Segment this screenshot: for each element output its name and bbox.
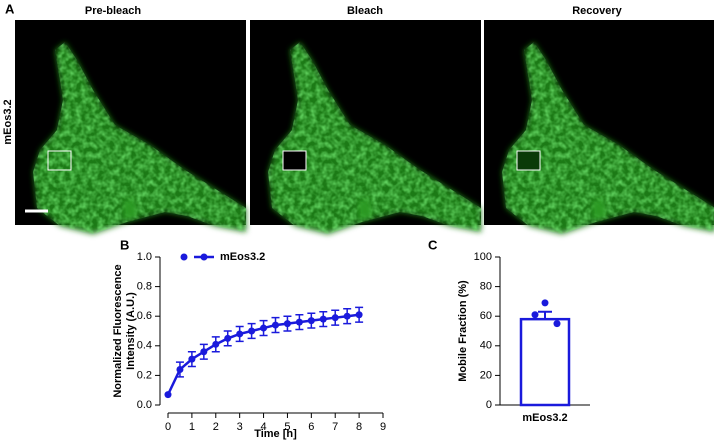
data-point [541,299,549,307]
error-bar [538,310,552,320]
data-point [176,365,184,373]
data-point [295,318,303,326]
data-point [260,324,268,332]
data-point [272,321,279,329]
x-tick-label: 6 [308,421,314,433]
data-point [212,340,220,348]
microscopy-image [484,20,714,234]
y-tick-label: 0.6 [137,310,152,322]
data-point [553,320,561,328]
image-title: Recovery [572,5,622,17]
y-tick-label: 0.0 [137,399,152,411]
x-axis-title: Time [h] [254,428,297,440]
y-tick-label: 0.8 [137,281,152,293]
data-point [531,311,539,319]
y-tick-label: 40 [480,340,492,352]
data-point [200,348,208,356]
legend-marker [180,253,188,261]
microscopy-image [250,20,481,234]
legend-label: mEos3.2 [220,251,265,263]
y-tick-label: 20 [480,369,492,381]
y-axis-title: Normalized Fluorescence [112,264,124,397]
x-tick-label: 0 [165,421,171,433]
x-tick-label: 9 [380,421,386,433]
y-axis-title: Intensity (A.U.) [125,292,137,370]
data-point [283,320,291,328]
y-tick-label: 1.0 [137,251,152,263]
microscopy-image [15,20,246,234]
data-point [331,314,339,322]
data-point [307,317,315,325]
data-point [224,334,232,342]
y-axis-title: Mobile Fraction (%) [457,280,469,382]
panel-label: A [5,1,15,16]
panel-label: B [120,237,129,252]
data-point [248,327,256,335]
x-tick-label: 2 [213,421,219,433]
y-tick-label: 0.4 [137,340,152,352]
y-tick-label: 80 [480,281,492,293]
panel-label: C [428,237,438,252]
y-tick-label: 0.2 [137,369,152,381]
data-point [188,355,196,363]
bar [519,317,571,407]
data-point [355,311,363,319]
data-point [343,312,351,320]
y-tick-label: 60 [480,310,492,322]
data-point [236,330,244,338]
row-label: mEos3.2 [2,99,14,144]
x-tick-label: 3 [237,421,243,433]
x-tick-label: 7 [332,421,338,433]
data-point [164,391,172,399]
legend-marker [200,253,208,261]
data-point [319,315,327,323]
y-tick-label: 0 [486,399,492,411]
image-title: Bleach [347,5,383,17]
x-tick-label: mEos3.2 [522,412,567,424]
x-tick-label: 5 [284,421,290,433]
x-tick-label: 4 [260,421,266,433]
y-tick-label: 100 [474,251,492,263]
image-title: Pre-bleach [85,5,142,17]
x-tick-label: 1 [189,421,195,433]
x-tick-label: 8 [356,421,362,433]
